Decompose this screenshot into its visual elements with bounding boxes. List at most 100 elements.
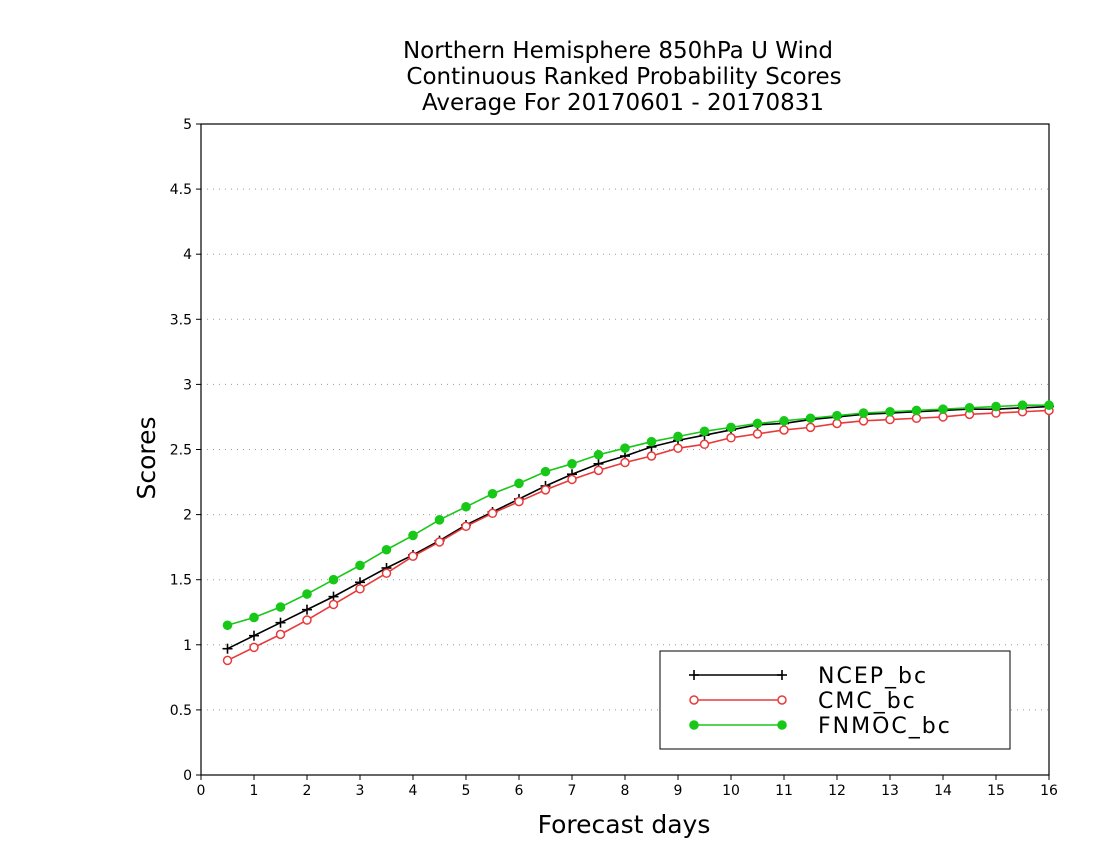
open-circle-marker xyxy=(487,508,498,519)
open-circle-marker xyxy=(593,465,604,476)
x-tick-label: 13 xyxy=(881,783,899,799)
y-tick-label: 2 xyxy=(183,508,192,524)
plot-frame xyxy=(200,123,1050,776)
open-circle-marker xyxy=(620,457,630,468)
filled-circle-marker xyxy=(461,501,471,512)
y-tick-label: 2.5 xyxy=(170,443,192,459)
x-tick-label: 8 xyxy=(621,783,630,799)
filled-circle-marker xyxy=(885,406,895,417)
filled-circle-marker xyxy=(302,589,312,599)
open-circle-marker xyxy=(673,443,683,453)
filled-circle-marker xyxy=(964,403,975,413)
x-tick-label: 1 xyxy=(250,783,259,799)
open-circle-marker xyxy=(689,695,699,705)
open-circle-marker xyxy=(355,584,365,594)
filled-circle-marker xyxy=(355,560,365,571)
open-circle-marker xyxy=(514,496,524,507)
x-tick-label: 11 xyxy=(775,783,793,799)
y-tick-label: 0 xyxy=(183,768,192,784)
open-circle-marker xyxy=(805,422,816,433)
open-circle-marker xyxy=(567,474,577,485)
filled-circle-marker xyxy=(408,530,418,541)
filled-circle-marker xyxy=(620,443,630,453)
x-axis-title: Forecast days xyxy=(538,810,711,839)
legend-entry: NCEP_bc xyxy=(689,664,928,689)
y-tick-label: 5 xyxy=(183,117,192,133)
filled-circle-marker xyxy=(646,436,657,447)
x-tick-label: 3 xyxy=(356,783,365,799)
series-line xyxy=(227,409,1050,662)
x-tick-label: 16 xyxy=(1040,783,1058,799)
filled-circle-marker xyxy=(726,422,736,433)
y-tick-label: 3.5 xyxy=(170,312,192,328)
open-circle-marker xyxy=(540,485,551,495)
x-tick-label: 2 xyxy=(303,783,312,799)
filled-circle-marker xyxy=(911,405,922,416)
filled-circle-marker xyxy=(752,418,763,429)
plus-marker xyxy=(249,630,259,641)
open-circle-marker xyxy=(832,418,842,429)
plus-marker xyxy=(222,643,233,654)
series-line xyxy=(227,405,1050,650)
filled-circle-marker xyxy=(779,416,789,426)
legend-label: NCEP_bc xyxy=(818,664,928,689)
filled-circle-marker xyxy=(777,720,787,730)
open-circle-marker xyxy=(911,413,922,424)
axes: 00.511.522.533.544.550 1 2 3 4 5 6 7 8 9 10 11 12 13 1… xyxy=(170,117,1058,799)
plus-marker xyxy=(302,604,312,615)
open-circle-marker xyxy=(249,642,259,653)
y-tick-label: 1 xyxy=(183,638,192,654)
filled-circle-marker xyxy=(540,466,551,477)
plus-marker xyxy=(275,617,286,628)
open-circle-marker xyxy=(275,629,286,640)
legend-entry: CMC_bc xyxy=(689,689,917,714)
filled-circle-marker xyxy=(434,515,445,525)
filled-circle-marker xyxy=(673,431,683,442)
chart-title-line-1: Northern Hemisphere 850hPa U Wind xyxy=(403,38,833,64)
series-layer xyxy=(222,400,1054,666)
open-circle-marker xyxy=(726,433,736,443)
filled-circle-marker xyxy=(567,459,577,469)
legend-entry: FNMOC_bc xyxy=(689,714,952,739)
x-tick-label: 12 xyxy=(828,783,846,799)
open-circle-marker xyxy=(858,416,869,426)
y-tick-label: 1.5 xyxy=(170,573,192,589)
filled-circle-marker xyxy=(805,413,816,424)
legend-label: FNMOC_bc xyxy=(818,714,952,739)
open-circle-marker xyxy=(434,537,445,547)
open-circle-marker xyxy=(381,568,392,578)
open-circle-marker xyxy=(938,412,948,422)
series-line xyxy=(227,404,1049,627)
filled-circle-marker xyxy=(487,488,498,499)
filled-circle-marker xyxy=(1017,400,1028,411)
filled-circle-marker xyxy=(593,449,604,460)
x-tick-label: 15 xyxy=(987,783,1005,799)
y-tick-label: 4 xyxy=(183,247,192,263)
y-axis-title: Scores xyxy=(132,416,161,499)
filled-circle-marker xyxy=(858,408,869,418)
open-circle-marker xyxy=(328,599,339,610)
filled-circle-marker xyxy=(275,602,286,612)
open-circle-marker xyxy=(779,425,789,435)
series-cmc-bc xyxy=(222,405,1054,666)
filled-circle-marker xyxy=(699,426,710,437)
filled-circle-marker xyxy=(1044,400,1054,411)
legend-label: CMC_bc xyxy=(818,689,917,714)
chart-title: Northern Hemisphere 850hPa U Wind Contin… xyxy=(403,38,842,116)
open-circle-marker xyxy=(885,414,895,425)
x-tick-label: 14 xyxy=(934,783,952,799)
open-circle-marker xyxy=(408,551,418,562)
filled-circle-marker xyxy=(249,612,259,623)
open-circle-marker xyxy=(302,615,312,625)
x-tick-label: 4 xyxy=(409,783,418,799)
x-tick-label: 10 xyxy=(722,783,740,799)
x-tick-label: 0 xyxy=(197,783,206,799)
open-circle-marker xyxy=(777,695,787,705)
filled-circle-marker xyxy=(938,404,948,414)
filled-circle-marker xyxy=(514,478,524,489)
y-tick-label: 3 xyxy=(183,377,192,393)
filled-circle-marker xyxy=(991,401,1001,412)
open-circle-marker xyxy=(699,439,710,450)
